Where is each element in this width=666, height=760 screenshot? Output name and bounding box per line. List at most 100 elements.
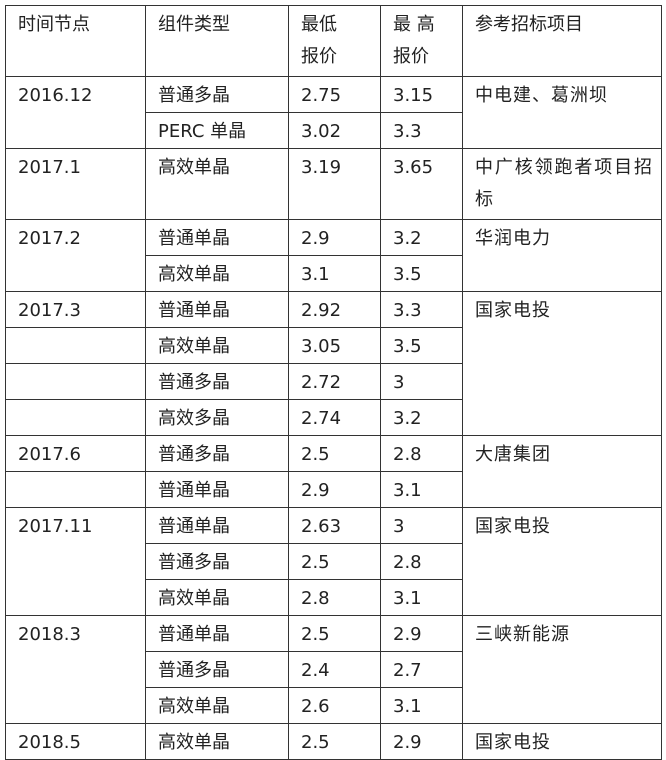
- type-cell: 普通多晶: [145, 651, 289, 688]
- low-price-cell: 3.1: [288, 255, 381, 292]
- low-price-cell: 2.74: [288, 399, 381, 436]
- low-price-cell: 2.75: [288, 76, 381, 113]
- header-cell: 参考招标项目: [462, 5, 662, 77]
- high-price-cell: 2.8: [380, 435, 463, 472]
- type-cell: 普通单晶: [145, 219, 289, 256]
- project-cell: 国家电投: [462, 507, 662, 616]
- low-price-cell: 3.19: [288, 148, 381, 220]
- date-cell: 2018.5: [5, 723, 146, 760]
- low-price-cell: 2.5: [288, 723, 381, 760]
- table-row: 2017.3 普通单晶 2.92 3.3 国家电投: [5, 291, 662, 436]
- table-row: 普通单晶 2.9 3.1: [5, 471, 662, 508]
- table-row: 2017.11 普通单晶 2.63 3 国家电投: [5, 507, 662, 616]
- type-cell: 高效多晶: [145, 399, 289, 436]
- type-cell: 普通多晶: [145, 363, 289, 400]
- table-body: 2016.12 普通多晶 2.75 3.15 中电建、葛洲坝 PERC 单晶 3.02 3.3…: [5, 76, 662, 760]
- type-cell: 普通单晶: [145, 471, 289, 508]
- table-row: 2016.12 普通多晶 2.75 3.15 中电建、葛洲坝: [5, 76, 662, 149]
- project-cell: 中电建、葛洲坝: [462, 76, 662, 149]
- high-price-cell: 2.7: [380, 651, 463, 688]
- type-cell: 普通单晶: [145, 507, 289, 544]
- empty-cell: [5, 327, 146, 364]
- low-price-cell: 2.4: [288, 651, 381, 688]
- low-price-cell: 2.92: [288, 291, 381, 328]
- date-cell: 2017.1: [5, 148, 146, 220]
- high-price-cell: 2.9: [380, 723, 463, 760]
- table-row: 高效单晶 3.05 3.5: [5, 327, 662, 364]
- low-price-cell: 2.5: [288, 543, 381, 580]
- type-cell: 高效单晶: [145, 723, 289, 760]
- table-row: 2018.3 普通单晶 2.5 2.9 三峡新能源: [5, 615, 662, 724]
- type-cell: 高效单晶: [145, 687, 289, 724]
- header-cell: 最低 报价: [288, 5, 381, 77]
- price-table: 时间节点 组件类型 最低 报价 最 高 报价 参考招标项目 2016.12 普通多…: [5, 5, 662, 760]
- low-price-cell: 2.6: [288, 687, 381, 724]
- date-cell: 2017.2: [5, 219, 146, 292]
- low-price-cell: 2.8: [288, 579, 381, 616]
- table-row: 高效单晶 2.6 3.1: [6, 687, 662, 724]
- low-price-cell: 3.02: [288, 112, 381, 149]
- header-cell: 组件类型: [145, 5, 289, 77]
- table-row: 普通多晶 2.4 2.7: [6, 651, 662, 688]
- high-price-cell: 3.3: [380, 291, 463, 328]
- low-price-cell: 2.5: [288, 615, 381, 652]
- date-cell: 2017.6: [5, 435, 146, 472]
- type-cell: 普通多晶: [145, 435, 289, 472]
- type-cell: 普通单晶: [145, 291, 289, 328]
- low-price-cell: 3.05: [288, 327, 381, 364]
- header-row: 时间节点 组件类型 最低 报价 最 高 报价 参考招标项目: [5, 5, 662, 77]
- type-cell: 高效单晶: [145, 579, 289, 616]
- high-price-cell: 3.2: [380, 399, 463, 436]
- empty-cell: [5, 471, 146, 508]
- table-row: 普通多晶 2.72 3: [5, 363, 662, 400]
- high-price-cell: 2.8: [380, 543, 463, 580]
- high-price-cell: 3.1: [380, 687, 463, 724]
- project-cell: 大唐集团: [462, 435, 662, 508]
- high-price-cell: 2.9: [380, 615, 463, 652]
- type-cell: 高效单晶: [145, 255, 289, 292]
- high-price-cell: 3.5: [380, 255, 463, 292]
- type-cell: 高效单晶: [145, 148, 289, 220]
- table-row: PERC 单晶 3.02 3.3: [6, 112, 662, 149]
- project-cell: 国家电投: [462, 291, 662, 436]
- project-cell: 国家电投: [462, 723, 662, 760]
- type-cell: 高效单晶: [145, 327, 289, 364]
- high-price-cell: 3.65: [380, 148, 463, 220]
- header-cell: 时间节点: [5, 5, 146, 77]
- low-price-cell: 2.72: [288, 363, 381, 400]
- table-row: 2018.5 高效单晶 2.5 2.9 国家电投: [5, 723, 662, 760]
- date-cell: 2016.12: [5, 76, 146, 149]
- table-row: 高效单晶 3.1 3.5: [6, 255, 662, 292]
- low-price-cell: 2.9: [288, 471, 381, 508]
- high-price-cell: 3.2: [380, 219, 463, 256]
- project-cell: 中广核领跑者项目招标: [462, 148, 662, 220]
- type-cell: PERC 单晶: [145, 112, 289, 149]
- date-cell: 2017.3: [5, 291, 146, 328]
- empty-cell: [5, 399, 146, 436]
- high-price-cell: 3.1: [380, 471, 463, 508]
- date-cell: 2017.11: [5, 507, 146, 616]
- high-price-cell: 3.15: [380, 76, 463, 113]
- date-cell: 2018.3: [5, 615, 146, 724]
- empty-cell: [5, 363, 146, 400]
- type-cell: 普通多晶: [145, 76, 289, 113]
- high-price-cell: 3.3: [380, 112, 463, 149]
- high-price-cell: 3.1: [380, 579, 463, 616]
- type-cell: 普通单晶: [145, 615, 289, 652]
- high-price-cell: 3: [380, 507, 463, 544]
- low-price-cell: 2.63: [288, 507, 381, 544]
- table-row: 2017.1 高效单晶 3.19 3.65 中广核领跑者项目招标: [5, 148, 662, 220]
- table-row: 2017.2 普通单晶 2.9 3.2 华润电力: [5, 219, 662, 292]
- project-cell: 华润电力: [462, 219, 662, 292]
- high-price-cell: 3.5: [380, 327, 463, 364]
- header-cell: 最 高 报价: [380, 5, 463, 77]
- type-cell: 普通多晶: [145, 543, 289, 580]
- high-price-cell: 3: [380, 363, 463, 400]
- low-price-cell: 2.5: [288, 435, 381, 472]
- low-price-cell: 2.9: [288, 219, 381, 256]
- table-row: 高效单晶 2.8 3.1: [6, 579, 662, 616]
- project-cell: 三峡新能源: [462, 615, 662, 724]
- table-row: 2017.6 普通多晶 2.5 2.8 大唐集团: [5, 435, 662, 508]
- table-row: 高效多晶 2.74 3.2: [5, 399, 662, 436]
